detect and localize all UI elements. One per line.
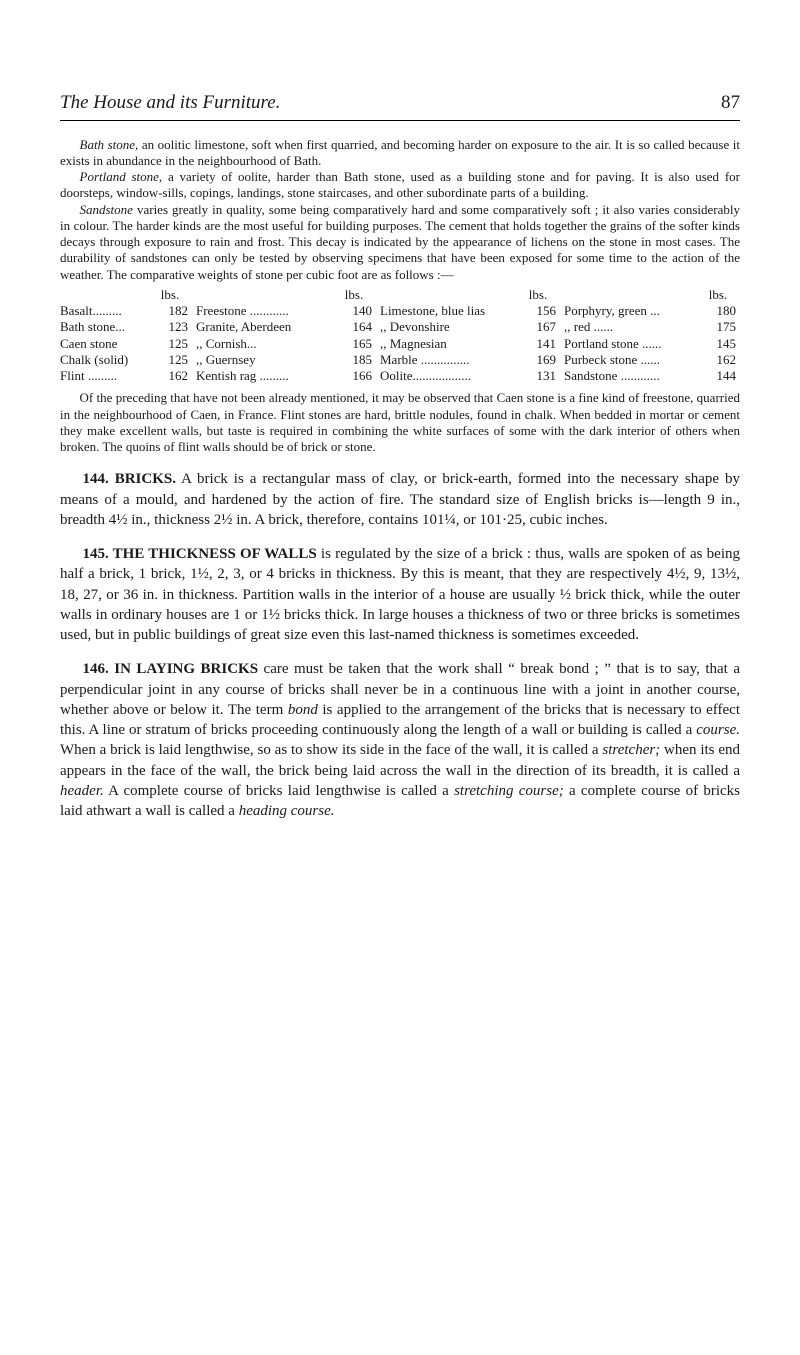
stone-weight-table: lbs. lbs. lbs. lbs. Basalt......... 182 … — [60, 287, 740, 385]
term-stretcher: stretcher; — [602, 742, 660, 758]
section-144: 144. BRICKS. A brick is a rectangular ma… — [60, 469, 740, 530]
page-number: 87 — [721, 90, 740, 116]
term-stretching-course: stretching course; — [454, 783, 564, 799]
term-heading-course: heading course. — [239, 803, 335, 819]
table-row: Basalt......... 182 Freestone ..........… — [60, 303, 740, 319]
cell-value: 166 — [336, 368, 372, 384]
section-146: 146. IN LAYING BRICKS care must be taken… — [60, 659, 740, 821]
text-bath-stone: an oolitic limestone, soft when first qu… — [60, 137, 740, 168]
section-num-146: 146. IN LAYING BRICKS — [83, 661, 259, 677]
cell-name: ,, Magnesian — [372, 336, 520, 352]
cell-name: ,, Cornish... — [188, 336, 336, 352]
para-portland-stone: Portland stone, a variety of oolite, har… — [60, 169, 740, 202]
cell-value: 140 — [336, 303, 372, 319]
cell-value: 182 — [152, 303, 188, 319]
cell-value: 145 — [700, 336, 736, 352]
cell-value: 180 — [700, 303, 736, 319]
unit-label: lbs. — [700, 287, 736, 303]
cell-value: 175 — [700, 319, 736, 335]
table-row: Flint ......... 162 Kentish rag ........… — [60, 368, 740, 384]
header-rule — [60, 120, 740, 121]
cell-name: Oolite.................. — [372, 368, 520, 384]
cell-value: 167 — [520, 319, 556, 335]
text-portland-stone: a variety of oolite, harder than Bath st… — [60, 169, 740, 200]
cell-name: ,, Devonshire — [372, 319, 520, 335]
cell-name: Freestone ............ — [188, 303, 336, 319]
cell-value: 125 — [152, 336, 188, 352]
lead-sandstone: Sandstone — [80, 202, 133, 217]
unit-label: lbs. — [152, 287, 188, 303]
cell-name: Bath stone... — [60, 319, 152, 335]
table-row: Bath stone... 123 Granite, Aberdeen 164 … — [60, 319, 740, 335]
cell-value: 123 — [152, 319, 188, 335]
cell-name: Marble ............... — [372, 352, 520, 368]
cell-value: 156 — [520, 303, 556, 319]
cell-value: 164 — [336, 319, 372, 335]
table-row: Caen stone 125 ,, Cornish... 165 ,, Magn… — [60, 336, 740, 352]
page: The House and its Furniture. 87 Bath sto… — [0, 0, 800, 881]
lead-bath-stone: Bath stone, — [80, 137, 139, 152]
cell-name: Kentish rag ......... — [188, 368, 336, 384]
unit-label: lbs. — [336, 287, 372, 303]
cell-value: 162 — [700, 352, 736, 368]
cell-value: 144 — [700, 368, 736, 384]
term-header: header. — [60, 783, 104, 799]
running-title: The House and its Furniture. — [60, 90, 280, 116]
cell-value: 131 — [520, 368, 556, 384]
cell-name: Porphyry, green ... — [556, 303, 700, 319]
cell-name: Flint ......... — [60, 368, 152, 384]
section-num-144: 144. BRICKS. — [83, 471, 176, 487]
cell-value: 141 — [520, 336, 556, 352]
cell-value: 162 — [152, 368, 188, 384]
cell-name: Caen stone — [60, 336, 152, 352]
cell-name: Basalt......... — [60, 303, 152, 319]
cell-name: ,, red ...... — [556, 319, 700, 335]
cell-name: Portland stone ...... — [556, 336, 700, 352]
table-header-row: lbs. lbs. lbs. lbs. — [60, 287, 740, 303]
cell-value: 169 — [520, 352, 556, 368]
running-head: The House and its Furniture. 87 — [60, 90, 740, 116]
para-after-table: Of the preceding that have not been alre… — [60, 390, 740, 455]
text-sandstone: varies greatly in quality, some being co… — [60, 202, 740, 282]
section-body-146e: A complete course of bricks laid lengthw… — [104, 783, 454, 799]
unit-label: lbs. — [520, 287, 556, 303]
cell-name: Granite, Aberdeen — [188, 319, 336, 335]
cell-name: Purbeck stone ...... — [556, 352, 700, 368]
section-num-145: 145. THE THICKNESS OF WALLS — [83, 546, 317, 562]
lead-portland-stone: Portland stone, — [80, 169, 163, 184]
cell-value: 125 — [152, 352, 188, 368]
cell-name: ,, Guernsey — [188, 352, 336, 368]
section-145: 145. THE THICKNESS OF WALLS is regulated… — [60, 544, 740, 645]
cell-name: Limestone, blue lias — [372, 303, 520, 319]
term-course: course. — [696, 722, 740, 738]
para-sandstone: Sandstone varies greatly in quality, som… — [60, 202, 740, 283]
section-body-146c: When a brick is laid lengthwise, so as t… — [60, 742, 602, 758]
cell-value: 165 — [336, 336, 372, 352]
cell-name: Sandstone ............ — [556, 368, 700, 384]
table-row: Chalk (solid) 125 ,, Guernsey 185 Marble… — [60, 352, 740, 368]
cell-name: Chalk (solid) — [60, 352, 152, 368]
para-bath-stone: Bath stone, an oolitic limestone, soft w… — [60, 137, 740, 170]
term-bond: bond — [288, 702, 318, 718]
cell-value: 185 — [336, 352, 372, 368]
